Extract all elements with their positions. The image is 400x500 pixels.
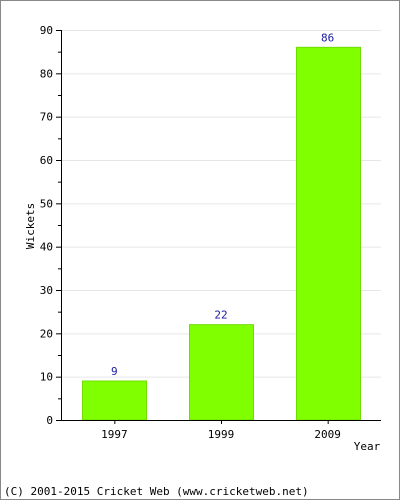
value-label-1999: 22 (214, 309, 227, 322)
y-tick-label-90: 90 (40, 24, 53, 37)
y-tick-label-40: 40 (40, 241, 53, 254)
axes (56, 30, 381, 424)
x-axis-title: Year (354, 440, 381, 453)
bar-1997 (82, 380, 147, 421)
y-axis-title: Wickets (24, 203, 37, 249)
x-tick-label-2009: 2009 (314, 428, 341, 441)
bar-1999 (189, 324, 254, 421)
copyright-footer: (C) 2001-2015 Cricket Web (www.cricketwe… (4, 485, 309, 498)
x-tick-label-1999: 1999 (208, 428, 235, 441)
value-label-1997: 9 (111, 365, 118, 378)
y-tick-label-20: 20 (40, 327, 53, 340)
y-tick-label-30: 30 (40, 284, 53, 297)
value-label-2009: 86 (321, 31, 334, 44)
bar-2009 (296, 46, 361, 421)
y-tick-label-70: 70 (40, 111, 53, 124)
bars (82, 46, 361, 421)
y-tick-label-10: 10 (40, 371, 53, 384)
y-tick-label-50: 50 (40, 197, 53, 210)
y-tick-label-80: 80 (40, 67, 53, 80)
labels: 0 10 20 30 40 50 60 70 80 90 9 1997 22 1999 86 2009 (40, 24, 341, 441)
y-tick-label-0: 0 (46, 414, 53, 427)
y-tick-label-60: 60 (40, 154, 53, 167)
x-tick-label-1997: 1997 (101, 428, 128, 441)
